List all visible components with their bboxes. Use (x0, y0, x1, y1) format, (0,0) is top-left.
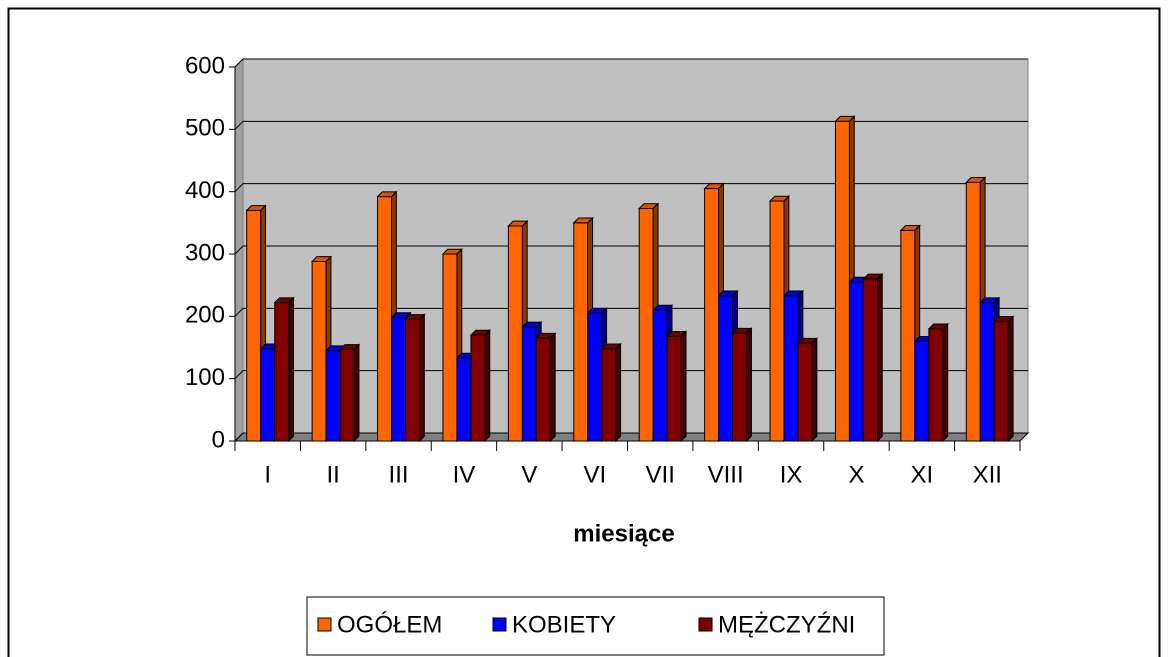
legend-swatch (698, 617, 713, 632)
bar-front (732, 332, 748, 442)
bar-front (601, 348, 617, 442)
legend-swatch (317, 617, 332, 632)
x-axis-title: miesiące (573, 520, 674, 547)
grid-line (234, 432, 1028, 442)
y-tick-label: 0 (212, 426, 225, 453)
bar (404, 313, 426, 443)
x-tick-label: IX (780, 461, 803, 488)
y-tick-label: 500 (185, 115, 225, 142)
bar-front (834, 120, 850, 442)
bar-front (456, 357, 472, 442)
bar-front (274, 302, 290, 442)
grid-line (234, 370, 1028, 380)
bar (927, 322, 949, 443)
bar (731, 327, 753, 443)
x-tick-label: III (389, 461, 409, 488)
y-tick-label: 300 (185, 239, 225, 266)
bar-front (260, 348, 276, 442)
bar-front (573, 222, 589, 442)
bar-front (638, 207, 654, 442)
bar (796, 337, 819, 443)
grid-line (234, 307, 1028, 317)
bar-side (942, 322, 949, 443)
y-tick-label: 200 (185, 302, 225, 329)
legend-swatch (492, 617, 507, 632)
bar-front (535, 337, 551, 442)
bar-front (900, 229, 916, 442)
y-tick-label: 400 (185, 177, 225, 204)
bar-side (680, 330, 687, 443)
x-tick-label: VIII (708, 461, 744, 488)
bar-front (521, 326, 537, 442)
bar (469, 329, 491, 443)
bar-front (325, 350, 341, 442)
bar (273, 296, 295, 443)
bar-front (442, 253, 458, 442)
x-tick-label: VII (646, 461, 675, 488)
bar-front (246, 209, 262, 442)
x-tick-label: XI (911, 461, 934, 488)
bar-front (979, 302, 995, 442)
bar-side (288, 296, 295, 443)
bar (600, 342, 622, 443)
x-tick-label: IV (453, 461, 476, 488)
bar-side (484, 329, 491, 443)
bar-side (615, 342, 622, 443)
x-tick-label: X (848, 461, 864, 488)
bar-front (704, 188, 720, 442)
bar-front (311, 260, 327, 442)
bar-side (549, 332, 556, 443)
bar (993, 315, 1015, 443)
grid-line (234, 245, 1028, 255)
grid-line (234, 58, 1028, 68)
y-tick-label: 600 (185, 52, 225, 79)
x-tick-label: XII (973, 461, 1002, 488)
bar-side (746, 327, 752, 443)
bar (535, 332, 557, 443)
bar (338, 343, 361, 443)
bar (666, 330, 688, 443)
chart-frame (7, 7, 1161, 657)
bar-front (783, 295, 799, 442)
bar-front (848, 281, 864, 442)
bar-front (507, 225, 523, 442)
bar-front (769, 200, 785, 442)
bar-side (419, 313, 425, 443)
bar (862, 272, 884, 443)
grid-line (234, 120, 1028, 130)
bar-front (339, 348, 355, 442)
x-tick-label: V (521, 461, 537, 488)
bar-side (876, 272, 883, 443)
bar-front (993, 320, 1009, 442)
y-tick-label: 100 (185, 364, 225, 391)
bar-side (811, 337, 818, 443)
x-tick-label: I (264, 461, 271, 488)
legend-label: MĘŻCZYŹNI (718, 611, 855, 638)
bar-front (587, 312, 603, 442)
bar-front (377, 196, 393, 442)
bar-front (652, 309, 668, 442)
legend-label: OGÓŁEM (337, 611, 442, 638)
bar-front (405, 318, 421, 442)
bar-front (666, 335, 682, 442)
bar-front (862, 278, 878, 442)
bar-front (965, 181, 981, 442)
bar-front (797, 342, 813, 442)
grid-line (234, 183, 1028, 193)
bar-side (1007, 315, 1014, 443)
bar-front (391, 317, 407, 442)
legend-label: KOBIETY (512, 611, 616, 638)
bar-front (928, 328, 944, 442)
legend-box (306, 596, 885, 656)
x-tick-label: VI (583, 461, 606, 488)
x-tick-label: II (326, 461, 339, 488)
bar-side (353, 343, 360, 443)
bar-front (470, 334, 486, 442)
bar-front (718, 295, 734, 442)
bar-front (914, 340, 930, 442)
